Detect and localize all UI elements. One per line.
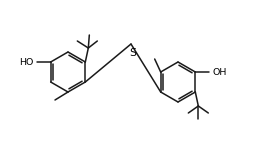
- Text: OH: OH: [212, 67, 227, 77]
- Text: S: S: [130, 48, 136, 58]
- Text: HO: HO: [19, 58, 34, 66]
